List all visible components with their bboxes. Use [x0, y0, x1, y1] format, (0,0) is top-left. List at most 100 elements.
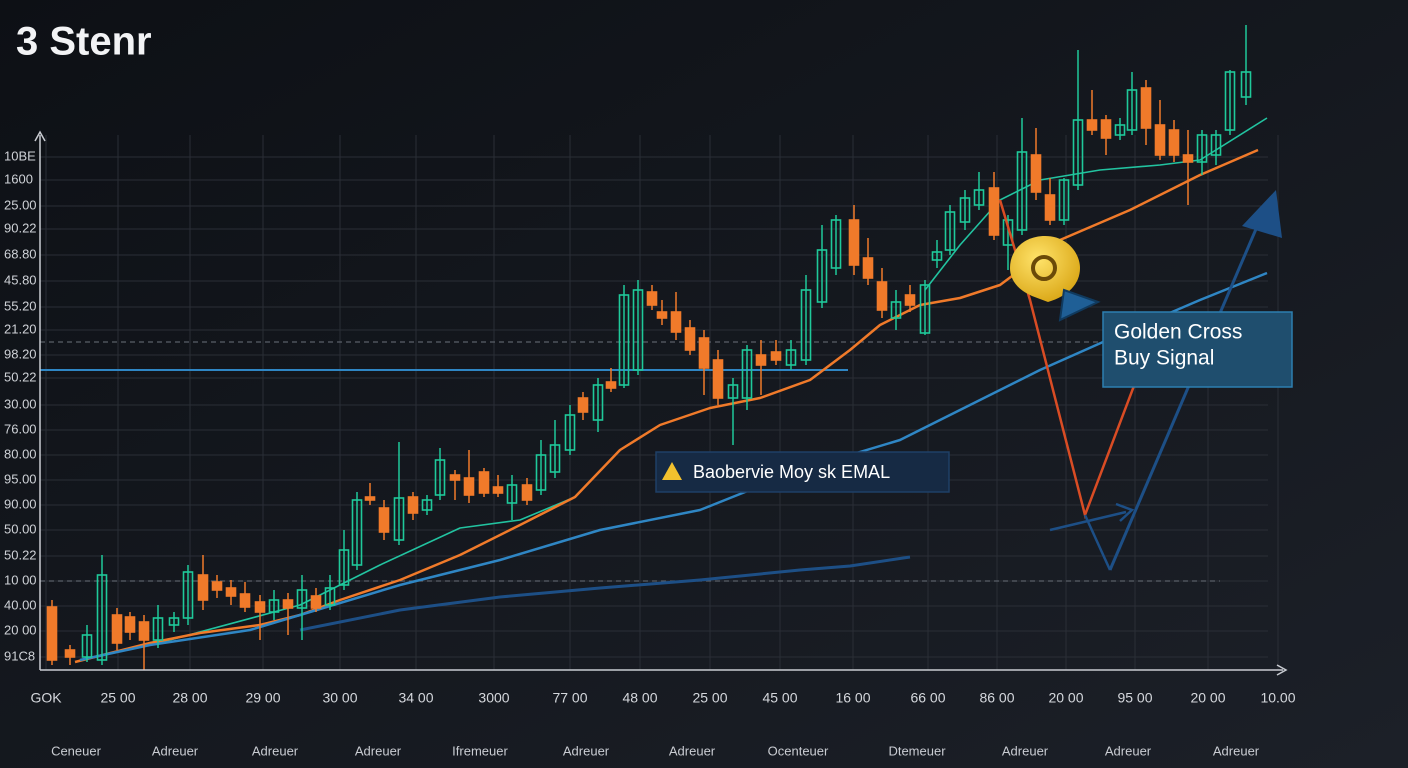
x-secondary-label: Adreuer [355, 743, 402, 758]
candle-body [254, 601, 266, 613]
candle-body [1154, 124, 1166, 156]
annotation-overlay: Golden Cross Buy Signal Baobervie Moy sk… [655, 190, 1293, 571]
candle-body [876, 281, 888, 311]
x-secondary-label: Adreuer [152, 743, 199, 758]
y-tick-label: 98.20 [4, 346, 37, 361]
ma-line [79, 271, 1268, 662]
candle-body [1100, 119, 1112, 139]
candle-body [1196, 134, 1208, 163]
y-tick-label: 20 00 [4, 622, 37, 637]
candle-body [96, 574, 108, 661]
candle-body [478, 471, 490, 494]
x-tick-label: 30 00 [322, 690, 357, 706]
y-tick-label: 76.00 [4, 421, 37, 436]
candle-body [282, 599, 294, 609]
candle-body [506, 484, 518, 504]
candle-body [577, 397, 589, 413]
candle-body [111, 614, 123, 644]
candle-body [268, 599, 280, 613]
candle-body [698, 337, 710, 369]
candle-body [378, 507, 390, 533]
y-tick-label: 55.20 [4, 298, 37, 313]
candle-body [211, 581, 223, 591]
candle-body [1240, 71, 1252, 98]
candle-body [152, 617, 164, 641]
candle-body [1002, 219, 1014, 246]
candle-body [338, 549, 350, 586]
plot [40, 25, 1268, 670]
x-tick-label: 25 00 [692, 690, 727, 706]
candle-body [741, 349, 753, 399]
candle-body [973, 189, 985, 206]
y-tick-label: 30.00 [4, 396, 37, 411]
candle-body [785, 349, 797, 366]
candle-body [421, 499, 433, 511]
trend-arrow [1108, 214, 1264, 571]
y-axis-arrow [34, 130, 46, 142]
y-tick-label: 90.00 [4, 496, 37, 511]
candle-body [239, 593, 251, 608]
candle-body [182, 571, 194, 619]
x-tick-label: 48 00 [622, 690, 657, 706]
candle-body [1168, 129, 1180, 156]
candle-body [324, 587, 336, 606]
candle-body [310, 595, 322, 609]
candle-body [46, 606, 58, 661]
x-tick-label: 20 00 [1190, 690, 1225, 706]
candle-body [904, 294, 916, 306]
candle-body [618, 294, 630, 386]
candle-body [1182, 154, 1194, 163]
candle-body [592, 384, 604, 421]
candle-body [1030, 154, 1042, 193]
candle-body [959, 197, 971, 223]
small-arrow-head [1115, 502, 1135, 522]
candle-body [124, 616, 136, 633]
candle-body [364, 496, 376, 501]
candle-body [296, 589, 308, 609]
candle-body [656, 311, 668, 319]
small-arrow [1049, 510, 1127, 532]
callout-line-1: Golden Cross [1114, 321, 1242, 344]
candle-body [549, 444, 561, 473]
x-tick-label: 16 00 [835, 690, 870, 706]
candle-body [1086, 119, 1098, 131]
candle-body [988, 187, 1000, 236]
x-axis-arrow [1276, 664, 1288, 676]
x-secondary-label: Adreuer [1105, 743, 1152, 758]
candle-body [1140, 87, 1152, 129]
y-tick-label: 91C8 [4, 648, 35, 663]
candle-body [848, 219, 860, 266]
y-tick-label: 10 00 [4, 572, 37, 587]
y-tick-label: 50.22 [4, 369, 37, 384]
y-tick-label: 90.22 [4, 220, 37, 235]
y-tick-label: 45.80 [4, 272, 37, 287]
y-tick-label: 25.00 [4, 197, 37, 212]
candle-body [225, 587, 237, 597]
x-secondary-label: Ocenteuer [768, 743, 829, 758]
candle-body [81, 634, 93, 658]
candle-body [1126, 89, 1138, 131]
x-tick-label: 29 00 [245, 690, 280, 706]
x-secondary-label: Ifremeuer [452, 743, 508, 758]
x-tick-label: 95 00 [1117, 690, 1152, 706]
candle-body [712, 359, 724, 399]
candle-body [800, 289, 812, 361]
y-tick-label: 40.00 [4, 597, 37, 612]
candle-body [1016, 151, 1028, 231]
candle-body [535, 454, 547, 491]
x-secondary-label: Adreuer [1002, 743, 1049, 758]
candle-body [434, 459, 446, 496]
x-tick-label: 28 00 [172, 690, 207, 706]
axes: 10BE 1600 25.00 90.22 68.80 45.80 55.20 21.20 98… [4, 130, 1296, 758]
x-secondary-label: Adreuer [669, 743, 716, 758]
ma-line [299, 555, 911, 632]
candle-body [1044, 194, 1056, 221]
candle-body [1072, 119, 1084, 186]
candle-body [890, 301, 902, 319]
candle-body [351, 499, 363, 566]
candle-body [463, 477, 475, 496]
candle-body [197, 574, 209, 601]
candle-body [862, 257, 874, 279]
